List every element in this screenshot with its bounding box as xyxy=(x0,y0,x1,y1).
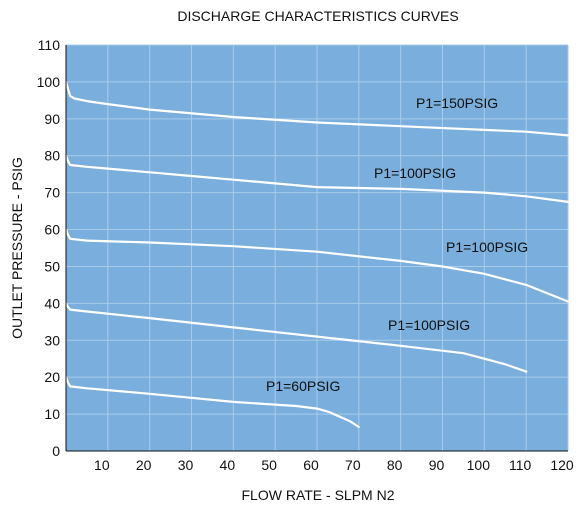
y-tick-label: 20 xyxy=(44,369,60,385)
series-line-5 xyxy=(64,376,360,429)
chart-title: DISCHARGE CHARACTERISTICS CURVES xyxy=(177,8,458,24)
x-tick-label: 80 xyxy=(387,457,403,473)
series-line-4 xyxy=(64,302,528,373)
x-tick-label: 50 xyxy=(261,457,277,473)
series-label-2: P1=100PSIG xyxy=(374,165,456,181)
x-tick-label: 90 xyxy=(429,457,445,473)
y-tick-label: 80 xyxy=(44,148,60,164)
x-tick-label: 110 xyxy=(509,457,532,473)
x-tick-label: 70 xyxy=(345,457,361,473)
series-line-3 xyxy=(64,228,570,303)
series-line-1 xyxy=(64,80,570,137)
x-tick-labels: 10 20 30 40 50 60 70 80 90 100 110 120 xyxy=(94,457,574,473)
y-tick-label: 10 xyxy=(44,406,60,422)
x-tick-label: 20 xyxy=(136,457,152,473)
curves xyxy=(64,80,570,429)
x-tick-label: 60 xyxy=(303,457,319,473)
y-tick-label: 70 xyxy=(44,185,60,201)
series-label-1: P1=150PSIG xyxy=(416,95,498,111)
x-tick-label: 30 xyxy=(178,457,194,473)
y-tick-label: 90 xyxy=(44,111,60,127)
y-tick-label: 30 xyxy=(44,332,60,348)
y-tick-label: 110 xyxy=(38,37,61,53)
series-label-3: P1=100PSIG xyxy=(446,239,528,255)
series-line-2 xyxy=(64,154,570,203)
x-tick-label: 10 xyxy=(94,457,110,473)
x-tick-label: 100 xyxy=(467,457,491,473)
y-tick-label: 60 xyxy=(44,222,60,238)
x-tick-label: 40 xyxy=(220,457,236,473)
series-labels: P1=150PSIG P1=100PSIG P1=100PSIG P1=100PSIG… xyxy=(266,95,528,394)
y-tick-label: 100 xyxy=(37,74,61,90)
series-label-5: P1=60PSIG xyxy=(266,378,340,394)
y-tick-label: 40 xyxy=(44,295,60,311)
x-tick-label: 120 xyxy=(550,457,574,473)
y-tick-labels: 0 10 20 30 40 50 60 70 80 90 100 110 xyxy=(37,37,61,459)
y-axis-title: OUTLET PRESSURE - PSIG xyxy=(9,157,25,339)
y-tick-label: 50 xyxy=(44,258,60,274)
series-label-4: P1=100PSIG xyxy=(388,317,470,333)
y-tick-label: 0 xyxy=(52,443,60,459)
x-axis-title: FLOW RATE - SLPM N2 xyxy=(242,487,395,503)
